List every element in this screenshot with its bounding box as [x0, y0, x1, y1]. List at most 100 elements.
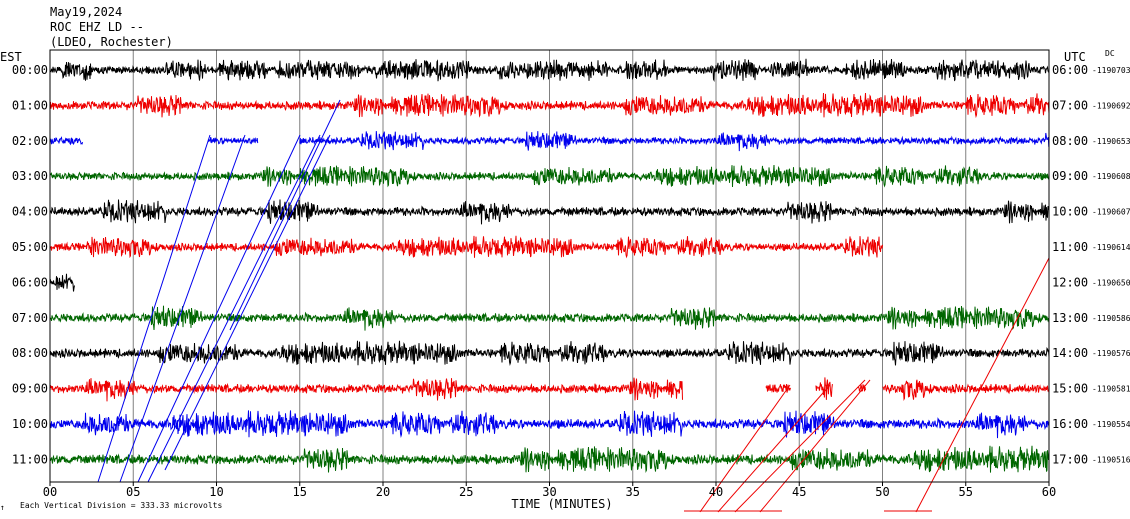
- seismic-trace: [49, 164, 1050, 188]
- trace-row: [49, 164, 1050, 188]
- seismic-trace: [49, 273, 75, 292]
- event-marker-layer: [97, 99, 1050, 513]
- utc-time-label: 13:00: [1052, 311, 1088, 325]
- utc-time-label: 14:00: [1052, 346, 1088, 360]
- utc-time-label: 06:00: [1052, 63, 1088, 77]
- trace-row: [49, 131, 1050, 152]
- event-marker-line: [97, 134, 211, 483]
- header-network: (LDEO, Rochester): [50, 35, 173, 49]
- trace-row: [49, 92, 1050, 119]
- dc-offset-value: -1190703: [1092, 66, 1130, 75]
- est-time-label: 07:00: [12, 311, 48, 325]
- seismic-trace: [49, 445, 1050, 474]
- dc-offset-value: -1190586: [1092, 314, 1130, 323]
- seismic-trace: [857, 384, 866, 392]
- dc-offset-value: -1190614: [1092, 243, 1130, 252]
- dc-offset-value: -1190554: [1092, 420, 1130, 429]
- est-time-label: 11:00: [12, 452, 48, 466]
- est-time-label: 08:00: [12, 346, 48, 360]
- header-station: ROC EHZ LD --: [50, 20, 144, 34]
- event-marker-line: [717, 384, 831, 513]
- trace-row: [49, 377, 1050, 402]
- utc-time-label: 12:00: [1052, 275, 1088, 289]
- corner-mark: ↑: [0, 503, 5, 512]
- utc-time-label: 08:00: [1052, 134, 1088, 148]
- est-time-label: 02:00: [12, 134, 48, 148]
- x-tick-label: 10: [209, 485, 223, 499]
- seismic-trace: [49, 410, 1050, 439]
- trace-layer: [49, 58, 1050, 474]
- left-zone-label: EST: [0, 50, 22, 64]
- event-marker-line: [137, 134, 301, 483]
- trace-row: [49, 235, 883, 259]
- seismic-trace: [49, 305, 1050, 331]
- seismic-trace: [765, 384, 791, 393]
- est-time-label: 00:00: [12, 63, 48, 77]
- seismic-trace: [49, 136, 83, 146]
- dc-offset-value: -1190653: [1092, 137, 1130, 146]
- event-marker-line: [147, 134, 321, 483]
- trace-row: [49, 305, 1050, 331]
- est-time-label: 09:00: [12, 382, 48, 396]
- event-marker-line: [915, 257, 1050, 513]
- dc-label: DC: [1105, 49, 1115, 58]
- x-tick-label: 50: [875, 485, 889, 499]
- x-tick-label: 45: [792, 485, 806, 499]
- footer-note: Each Vertical Division = 333.33 microvol…: [20, 501, 222, 510]
- x-tick-label: 25: [459, 485, 473, 499]
- dc-offset-value: -1190576: [1092, 349, 1130, 358]
- trace-row: [49, 445, 1050, 474]
- seismic-trace: [207, 136, 259, 145]
- x-tick-label: 05: [126, 485, 140, 499]
- est-time-label: 03:00: [12, 169, 48, 183]
- event-marker-line: [699, 384, 791, 513]
- x-tick-label: 55: [959, 485, 973, 499]
- dc-offset-value: -1190650: [1092, 278, 1130, 287]
- est-time-label: 06:00: [12, 275, 48, 289]
- seismic-trace: [49, 340, 1050, 366]
- x-tick-label: 60: [1042, 485, 1056, 499]
- event-marker-line: [229, 99, 341, 331]
- trace-row: [49, 340, 1050, 366]
- x-tick-label: 15: [293, 485, 307, 499]
- trace-row: [49, 273, 75, 292]
- seismic-trace: [299, 131, 1050, 152]
- est-time-label: 05:00: [12, 240, 48, 254]
- row-labels: 00:00 06:00 -1190703 01:00 07:00 -1190692 02:0…: [12, 63, 1130, 466]
- header-block: May19,2024 ROC EHZ LD -- (LDEO, Rocheste…: [0, 5, 1115, 64]
- event-marker-line: [759, 379, 871, 513]
- dc-offset-value: -1190516: [1092, 455, 1130, 464]
- header-date: May19,2024: [50, 5, 122, 19]
- utc-time-label: 07:00: [1052, 98, 1088, 112]
- x-tick-label: 00: [43, 485, 57, 499]
- dc-offset-value: -1190608: [1092, 172, 1130, 181]
- trace-row: [49, 410, 1050, 439]
- utc-time-label: 10:00: [1052, 205, 1088, 219]
- utc-time-label: 11:00: [1052, 240, 1088, 254]
- x-axis-title: TIME (MINUTES): [511, 497, 612, 511]
- event-marker-line: [164, 134, 331, 471]
- est-time-label: 04:00: [12, 205, 48, 219]
- trace-row: [49, 58, 1050, 82]
- dc-offset-value: -1190607: [1092, 208, 1130, 217]
- x-tick-label: 35: [626, 485, 640, 499]
- utc-time-label: 16:00: [1052, 417, 1088, 431]
- x-axis: 00 05 10 15 20 25 30 35 40 45 50 55 60: [43, 482, 1056, 499]
- utc-time-label: 17:00: [1052, 452, 1088, 466]
- x-tick-label: 40: [709, 485, 723, 499]
- dc-offset-value: -1190692: [1092, 101, 1130, 110]
- seismic-trace: [815, 377, 833, 400]
- dc-offset-value: -1190581: [1092, 385, 1130, 394]
- seismic-trace: [49, 58, 1050, 82]
- event-marker-line: [734, 379, 866, 513]
- utc-time-label: 09:00: [1052, 169, 1088, 183]
- est-time-label: 01:00: [12, 98, 48, 112]
- est-time-label: 10:00: [12, 417, 48, 431]
- x-tick-label: 30: [542, 485, 556, 499]
- right-zone-label: UTC: [1064, 50, 1086, 64]
- event-marker-line: [119, 134, 246, 483]
- seismic-trace: [49, 92, 1050, 119]
- seismic-trace: [49, 235, 883, 259]
- x-tick-label: 20: [376, 485, 390, 499]
